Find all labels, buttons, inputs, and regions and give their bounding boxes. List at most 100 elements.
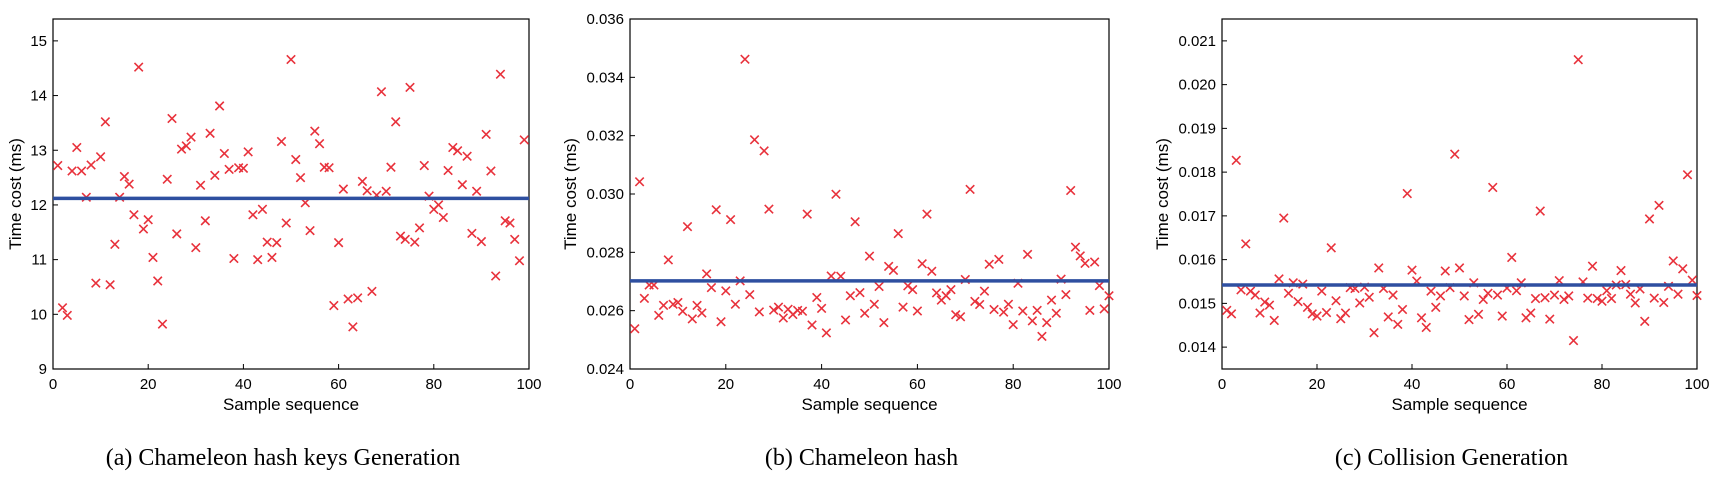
- y-tick-label-a: 11: [31, 252, 47, 269]
- data-point-c: [1644, 214, 1655, 224]
- data-point-a: [314, 138, 325, 149]
- data-point-c: [1506, 252, 1517, 263]
- data-point-b: [994, 254, 1004, 265]
- data-point-c: [1459, 291, 1470, 301]
- data-point-c: [1369, 327, 1379, 338]
- data-point-b: [931, 288, 942, 298]
- data-point-a: [152, 276, 163, 286]
- data-point-b: [840, 315, 851, 325]
- data-point-c: [1316, 286, 1327, 296]
- data-point-c: [1354, 298, 1365, 308]
- data-point-b: [639, 293, 650, 304]
- data-point-a: [390, 117, 401, 127]
- data-point-b: [869, 299, 880, 310]
- data-point-b: [912, 306, 923, 316]
- data-point-c: [1549, 290, 1560, 300]
- y-tick-label-c: 0.017: [1178, 208, 1216, 225]
- y-tick-label-c: 0.014: [1178, 339, 1216, 356]
- data-point-a: [238, 163, 249, 174]
- data-point-a: [333, 237, 344, 248]
- panel-a: 0 20 40 60 80 100 9 10 11 12 13 14 15 Sample sequence…: [6, 18, 542, 471]
- x-tick-label-b: 0: [626, 376, 634, 393]
- data-point-b: [1041, 317, 1052, 328]
- data-point-b: [658, 300, 669, 311]
- data-point-c: [1373, 263, 1384, 273]
- x-tick-label-a: 20: [140, 376, 157, 393]
- y-tick-label-b: 0.034: [586, 69, 624, 86]
- data-point-c: [1402, 188, 1413, 199]
- data-point-b: [888, 265, 899, 276]
- data-point-b: [917, 258, 927, 269]
- data-point-b: [879, 317, 889, 328]
- y-tick-label-b: 0.032: [586, 128, 624, 145]
- data-point-a: [219, 148, 230, 159]
- data-point-c: [1483, 288, 1493, 299]
- data-point-c: [1269, 315, 1280, 326]
- data-point-b: [1075, 251, 1086, 261]
- data-point-c: [1658, 297, 1669, 308]
- data-point-c: [1668, 256, 1679, 266]
- data-point-a: [362, 185, 372, 196]
- data-point-a: [467, 228, 477, 239]
- data-point-c: [1601, 285, 1612, 296]
- y-tick-label-a: 13: [30, 142, 47, 159]
- data-point-a: [471, 186, 482, 197]
- data-point-b: [965, 184, 975, 195]
- data-point-b: [826, 271, 836, 281]
- x-tick-label-c: 40: [1404, 376, 1421, 393]
- data-point-a: [110, 239, 120, 250]
- y-tick-label-c: 0.015: [1178, 295, 1216, 312]
- data-point-b: [687, 314, 698, 324]
- data-point-b: [807, 320, 817, 330]
- data-point-c: [1226, 309, 1237, 319]
- data-point-b: [1089, 257, 1100, 267]
- data-point-c: [1497, 311, 1508, 321]
- data-point-c: [1473, 309, 1484, 320]
- data-point-c: [1331, 295, 1341, 306]
- data-point-c: [1250, 290, 1261, 300]
- data-point-a: [124, 179, 134, 189]
- data-point-a: [186, 132, 196, 142]
- data-point-b: [1008, 319, 1018, 330]
- data-point-c: [1278, 213, 1289, 223]
- data-point-a: [171, 229, 182, 239]
- data-point-b: [835, 271, 846, 282]
- data-point-b: [898, 302, 908, 312]
- data-point-b: [797, 306, 808, 317]
- y-tick-label-a: 9: [39, 361, 47, 378]
- data-point-a: [352, 293, 363, 303]
- data-point-a: [52, 160, 63, 171]
- data-point-b: [740, 54, 750, 65]
- data-point-a: [205, 128, 215, 139]
- data-point-c: [1312, 311, 1322, 321]
- data-point-a: [119, 171, 130, 182]
- data-point-c: [1383, 312, 1394, 322]
- data-point-b: [1027, 316, 1038, 326]
- data-point-a: [433, 200, 444, 210]
- data-point-c: [1606, 293, 1617, 304]
- data-point-a: [329, 300, 339, 311]
- data-point-a: [305, 225, 315, 236]
- data-point-b: [701, 269, 712, 279]
- data-point-a: [167, 113, 177, 124]
- data-point-a: [295, 172, 306, 183]
- y-tick-label-a: 15: [30, 33, 47, 50]
- data-point-c: [1592, 293, 1603, 304]
- data-point-c: [1540, 292, 1550, 303]
- plot-frame-a: [52, 18, 530, 370]
- data-point-c: [1587, 261, 1598, 271]
- data-point-a: [67, 166, 77, 176]
- data-point-a: [267, 252, 277, 263]
- data-point-b: [1094, 280, 1105, 291]
- data-point-b: [721, 286, 731, 296]
- x-tick-label-c: 80: [1594, 376, 1611, 393]
- data-point-b: [850, 216, 860, 227]
- data-point-a: [95, 152, 106, 162]
- data-point-b: [730, 299, 741, 310]
- x-tick-label-b: 80: [1005, 376, 1022, 393]
- data-point-a: [457, 179, 468, 190]
- data-point-c: [1392, 319, 1403, 330]
- data-point-c: [1597, 296, 1607, 306]
- data-point-c: [1464, 314, 1474, 325]
- y-tick-label-b: 0.036: [586, 11, 624, 28]
